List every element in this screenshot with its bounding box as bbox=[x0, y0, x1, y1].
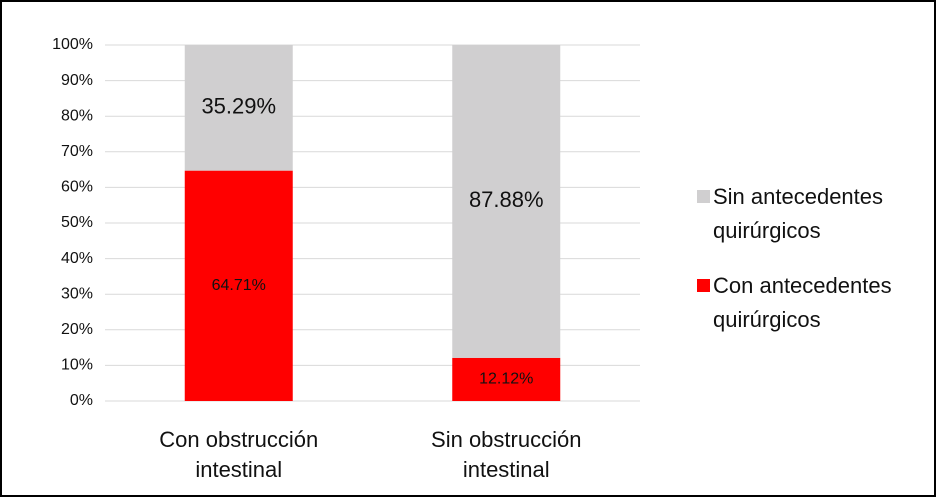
y-tick-label: 90% bbox=[61, 72, 93, 89]
bar-segment bbox=[184, 45, 293, 171]
data-label: 35.29% bbox=[201, 94, 276, 119]
bar-segment bbox=[452, 45, 561, 358]
data-label: 64.71% bbox=[212, 277, 266, 294]
y-tick-label: 100% bbox=[52, 36, 93, 53]
y-tick-label: 50% bbox=[61, 214, 93, 231]
data-label: 12.12% bbox=[479, 371, 533, 388]
y-tick-label: 10% bbox=[61, 357, 93, 374]
data-label: 87.88% bbox=[469, 187, 544, 212]
legend-swatch bbox=[697, 279, 710, 292]
legend-label: Con antecedentes quirúrgicos bbox=[713, 273, 892, 332]
legend-label: Sin antecedentes quirúrgicos bbox=[713, 184, 884, 243]
y-tick-label: 30% bbox=[61, 285, 93, 302]
bar-segment bbox=[184, 170, 293, 401]
x-tick-label: Con obstrucción intestinal bbox=[159, 427, 319, 482]
x-tick-label: Sin obstrucción intestinal bbox=[431, 427, 582, 482]
bar-segment bbox=[452, 357, 561, 401]
y-tick-label: 60% bbox=[61, 179, 93, 196]
y-tick-label: 40% bbox=[61, 250, 93, 267]
legend-swatch bbox=[697, 190, 710, 203]
y-tick-label: 70% bbox=[61, 143, 93, 160]
y-tick-label: 20% bbox=[61, 321, 93, 338]
y-tick-label: 0% bbox=[70, 392, 93, 409]
y-tick-label: 80% bbox=[61, 107, 93, 124]
